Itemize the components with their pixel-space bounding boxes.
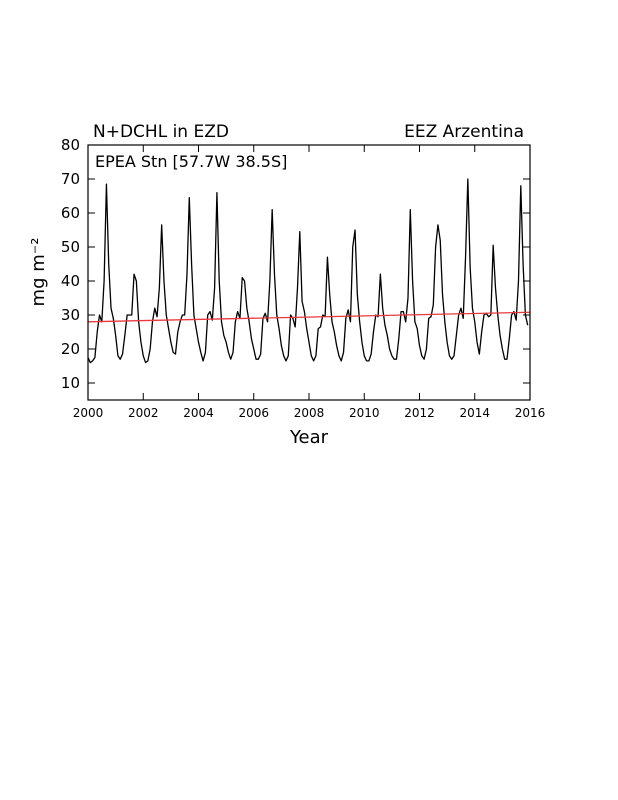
y-tick-label: 80 bbox=[61, 136, 80, 154]
y-tick-label: 20 bbox=[61, 340, 80, 358]
x-tick-label: 2014 bbox=[459, 406, 490, 420]
y-axis-ticks: 10 20 30 40 50 60 70 80 bbox=[61, 136, 530, 392]
plot-frame bbox=[87, 144, 531, 401]
chart-title-right: EEZ Arzentina bbox=[404, 122, 524, 142]
y-tick-label: 60 bbox=[61, 204, 80, 222]
y-tick-label: 10 bbox=[61, 374, 80, 392]
x-tick-label: 2004 bbox=[183, 406, 214, 420]
chart-title-left: N+DCHL in EZD bbox=[93, 122, 229, 142]
trend-line bbox=[87, 311, 531, 323]
x-tick-label: 2016 bbox=[515, 406, 546, 420]
x-tick-label: 2002 bbox=[128, 406, 159, 420]
x-tick-label: 2008 bbox=[294, 406, 325, 420]
station-annotation: EPEA Stn [57.7W 38.5S] bbox=[95, 152, 287, 171]
x-tick-label: 2000 bbox=[73, 406, 104, 420]
y-tick-label: 70 bbox=[61, 170, 80, 188]
y-axis-label: mg m⁻² bbox=[28, 238, 49, 307]
x-tick-label: 2006 bbox=[238, 406, 269, 420]
series-line bbox=[87, 178, 529, 364]
x-axis-ticks: 2000 2002 2004 2006 2008 2010 2012 2014 2016 bbox=[73, 145, 546, 420]
x-tick-label: 2010 bbox=[349, 406, 380, 420]
y-tick-label: 40 bbox=[61, 272, 80, 290]
y-tick-label: 50 bbox=[61, 238, 80, 256]
x-tick-label: 2012 bbox=[404, 406, 435, 420]
y-tick-label: 30 bbox=[61, 306, 80, 324]
x-axis-label: Year bbox=[289, 427, 329, 448]
